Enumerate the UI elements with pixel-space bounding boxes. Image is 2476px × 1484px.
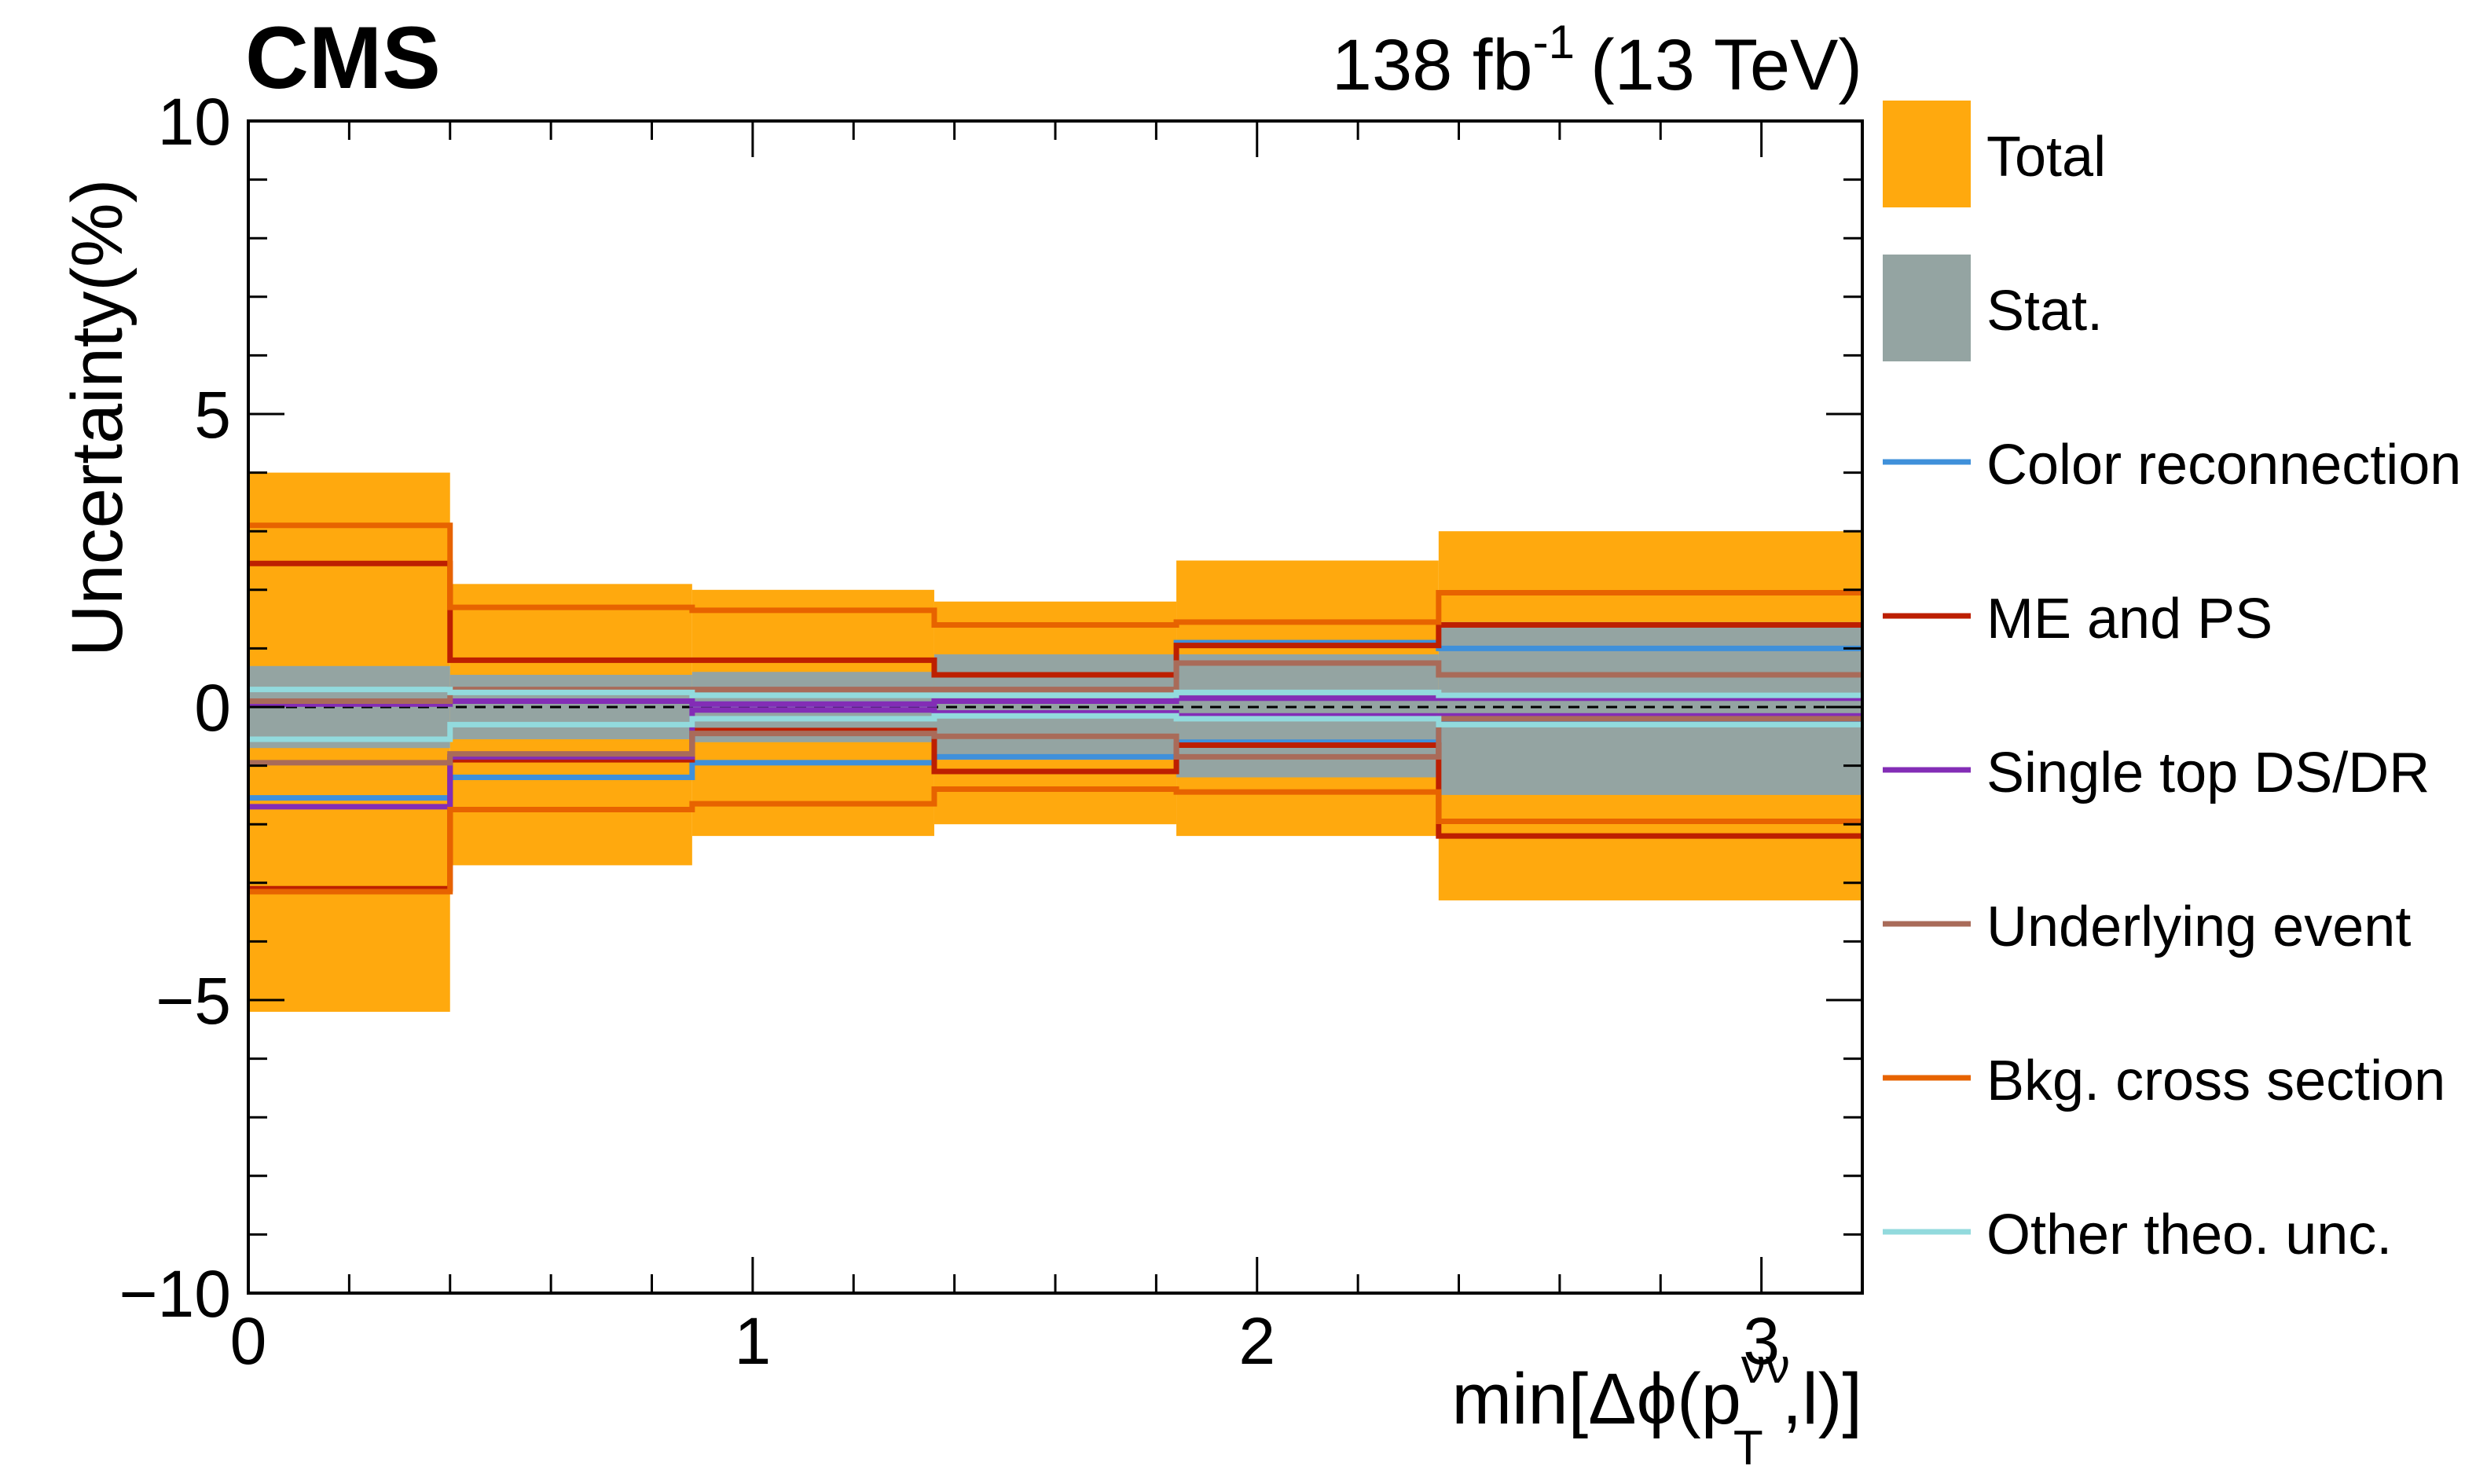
lumi-exponent: -1 [1533, 16, 1575, 68]
x-axis-title-main: min[Δϕ(p [1451, 1359, 1741, 1439]
legend-label-underlying-event: Underlying event [1986, 896, 2411, 958]
legend-label-stat: Stat. [1986, 280, 2103, 343]
y-tick-label: 5 [194, 378, 231, 452]
y-axis-title: Uncertainty(%) [57, 179, 138, 657]
y-tick-label: 0 [194, 671, 231, 745]
cms-label: CMS [245, 9, 441, 107]
legend-label-me-and-ps: ME and PS [1986, 588, 2272, 650]
x-tick-label: 3 [1743, 1304, 1780, 1378]
energy-value: (13 TeV) [1590, 25, 1862, 105]
lumi-energy-label: 138 fb-1 (13 TeV) [1332, 16, 1862, 105]
x-axis-title-sub: T [1733, 1421, 1763, 1475]
x-axis-title-end: ,l)] [1782, 1359, 1862, 1439]
x-tick-label: 2 [1238, 1304, 1275, 1378]
legend-label-single-top-ds-dr: Single top DS/DR [1986, 742, 2430, 804]
underlying-event-up-line [248, 660, 1862, 705]
x-axis-title: min[Δϕ(pνν T ,l)] [1451, 1339, 1862, 1475]
legend-swatch-stat [1883, 255, 1971, 361]
x-tick-label: 1 [735, 1304, 772, 1378]
me-and-ps-up-line [248, 560, 1862, 678]
bkg-cross-section-down-line [248, 786, 1862, 895]
y-tick-label: −10 [119, 1257, 232, 1331]
legend-label-other-theo-unc: Other theo. unc. [1986, 1204, 2392, 1266]
underlying-event-down-line [248, 716, 1862, 766]
y-tick-label: −5 [156, 964, 231, 1038]
legend: Total Stat. Color reconnection ME and PS Sin… [1883, 101, 2461, 1266]
single-top-ds-dr-down-line [248, 707, 1862, 810]
legend-label-bkg-cross-section: Bkg. cross section [1986, 1050, 2445, 1112]
x-axis-title-sup: νν [1741, 1339, 1790, 1394]
plot-area [248, 472, 1862, 1012]
lumi-value: 138 fb [1332, 25, 1533, 105]
other-theo-unc-down-line [248, 713, 1862, 742]
x-tick-label: 0 [230, 1304, 267, 1378]
legend-swatch-total [1883, 101, 1971, 207]
y-tick-label: 10 [158, 85, 231, 159]
legend-label-total: Total [1986, 126, 2106, 189]
legend-label-color-reconnection: Color reconnection [1986, 434, 2461, 496]
bkg-cross-section-up-line [248, 522, 1862, 628]
axes: 0 1 2 3 10 5 0 −5 −10 [119, 85, 1864, 1378]
other-theo-unc-up-line [248, 687, 1862, 698]
